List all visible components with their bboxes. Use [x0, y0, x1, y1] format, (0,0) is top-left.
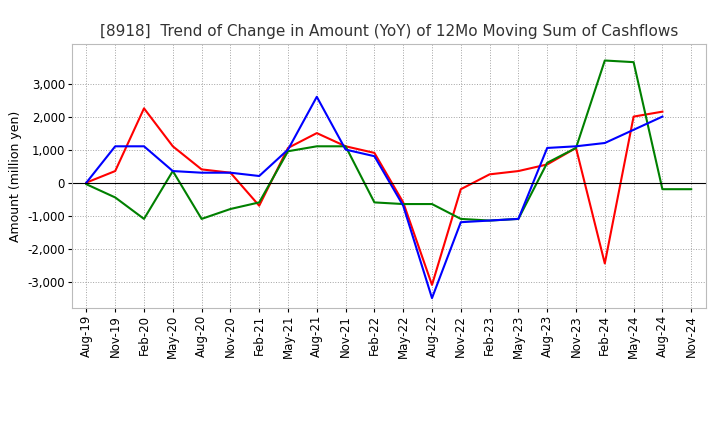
- Y-axis label: Amount (million yen): Amount (million yen): [9, 110, 22, 242]
- Investing Cashflow: [140, 216, 148, 221]
- Free Cashflow: [572, 143, 580, 149]
- Operating Cashflow: [600, 261, 609, 266]
- Operating Cashflow: [658, 109, 667, 114]
- Free Cashflow: [456, 220, 465, 225]
- Line: Operating Cashflow: Operating Cashflow: [86, 108, 662, 285]
- Investing Cashflow: [543, 160, 552, 165]
- Operating Cashflow: [543, 162, 552, 167]
- Operating Cashflow: [629, 114, 638, 119]
- Operating Cashflow: [255, 203, 264, 208]
- Free Cashflow: [399, 203, 408, 208]
- Operating Cashflow: [312, 130, 321, 136]
- Investing Cashflow: [226, 206, 235, 212]
- Operating Cashflow: [111, 169, 120, 174]
- Free Cashflow: [255, 173, 264, 179]
- Line: Free Cashflow: Free Cashflow: [86, 97, 662, 298]
- Investing Cashflow: [82, 182, 91, 187]
- Free Cashflow: [428, 296, 436, 301]
- Investing Cashflow: [629, 59, 638, 65]
- Investing Cashflow: [600, 58, 609, 63]
- Operating Cashflow: [284, 145, 292, 150]
- Free Cashflow: [514, 216, 523, 221]
- Investing Cashflow: [168, 169, 177, 174]
- Investing Cashflow: [572, 145, 580, 150]
- Investing Cashflow: [284, 149, 292, 154]
- Title: [8918]  Trend of Change in Amount (YoY) of 12Mo Moving Sum of Cashflows: [8918] Trend of Change in Amount (YoY) o…: [99, 24, 678, 39]
- Free Cashflow: [370, 154, 379, 159]
- Operating Cashflow: [82, 180, 91, 185]
- Free Cashflow: [197, 170, 206, 175]
- Investing Cashflow: [197, 216, 206, 221]
- Free Cashflow: [658, 114, 667, 119]
- Investing Cashflow: [370, 200, 379, 205]
- Free Cashflow: [284, 147, 292, 152]
- Line: Investing Cashflow: Investing Cashflow: [86, 60, 691, 220]
- Operating Cashflow: [226, 170, 235, 175]
- Investing Cashflow: [255, 200, 264, 205]
- Free Cashflow: [600, 140, 609, 146]
- Operating Cashflow: [140, 106, 148, 111]
- Free Cashflow: [485, 218, 494, 223]
- Investing Cashflow: [399, 202, 408, 207]
- Free Cashflow: [140, 143, 148, 149]
- Free Cashflow: [543, 145, 552, 150]
- Free Cashflow: [341, 147, 350, 152]
- Investing Cashflow: [428, 202, 436, 207]
- Operating Cashflow: [514, 169, 523, 174]
- Operating Cashflow: [168, 143, 177, 149]
- Operating Cashflow: [456, 187, 465, 192]
- Investing Cashflow: [658, 187, 667, 192]
- Investing Cashflow: [687, 187, 696, 192]
- Operating Cashflow: [197, 167, 206, 172]
- Free Cashflow: [168, 169, 177, 174]
- Operating Cashflow: [399, 200, 408, 205]
- Free Cashflow: [629, 127, 638, 132]
- Investing Cashflow: [485, 218, 494, 223]
- Free Cashflow: [226, 170, 235, 175]
- Operating Cashflow: [572, 145, 580, 150]
- Free Cashflow: [82, 180, 91, 185]
- Free Cashflow: [312, 94, 321, 99]
- Investing Cashflow: [456, 216, 465, 221]
- Investing Cashflow: [514, 216, 523, 221]
- Operating Cashflow: [428, 282, 436, 288]
- Investing Cashflow: [312, 143, 321, 149]
- Investing Cashflow: [341, 143, 350, 149]
- Investing Cashflow: [111, 195, 120, 200]
- Operating Cashflow: [341, 143, 350, 149]
- Free Cashflow: [111, 143, 120, 149]
- Operating Cashflow: [370, 150, 379, 156]
- Operating Cashflow: [485, 172, 494, 177]
